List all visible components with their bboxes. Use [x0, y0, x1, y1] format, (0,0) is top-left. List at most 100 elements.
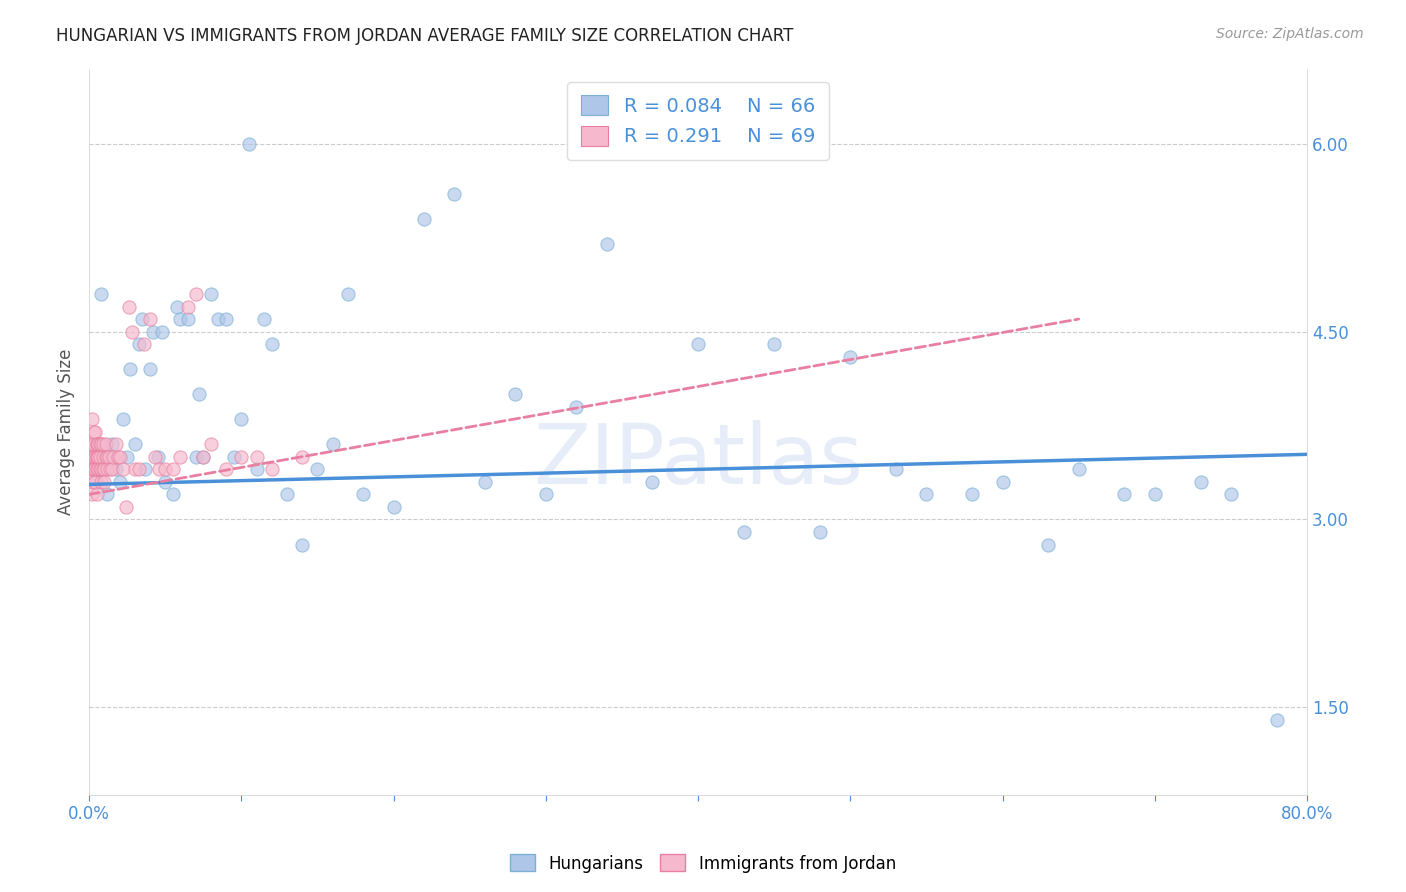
Point [131, 312, 153, 326]
Point [90, 287, 112, 301]
Point [596, 236, 619, 251]
Point [124, 462, 146, 476]
Point [505, 387, 527, 401]
Legend: Hungarians, Immigrants from Jordan: Hungarians, Immigrants from Jordan [503, 847, 903, 880]
Point [1143, 487, 1166, 501]
Point [534, 487, 557, 501]
Point [86, 462, 108, 476]
Legend: R = 0.084    N = 66, R = 0.291    N = 69: R = 0.084 N = 66, R = 0.291 N = 69 [568, 82, 828, 160]
Point [89, 437, 111, 451]
Point [1189, 475, 1212, 489]
Point [1038, 537, 1060, 551]
Point [105, 462, 128, 476]
Point [86, 475, 108, 489]
Point [107, 450, 129, 464]
Text: ZIPatlas: ZIPatlas [533, 420, 863, 501]
Point [215, 462, 238, 476]
Point [97, 450, 120, 464]
Point [291, 450, 314, 464]
Point [915, 487, 938, 501]
Point [90, 437, 112, 451]
Point [105, 437, 128, 451]
Point [260, 462, 283, 476]
Point [307, 462, 329, 476]
Point [132, 337, 155, 351]
Point [83, 425, 105, 439]
Point [84, 425, 107, 439]
Point [184, 287, 207, 301]
Point [139, 362, 162, 376]
Point [84, 450, 107, 464]
Y-axis label: Average Family Size: Average Family Size [58, 349, 75, 515]
Point [118, 300, 141, 314]
Point [134, 462, 156, 476]
Point [96, 487, 118, 501]
Point [184, 450, 207, 464]
Point [83, 462, 105, 476]
Point [96, 462, 118, 476]
Point [94, 437, 117, 451]
Point [87, 437, 110, 451]
Point [215, 312, 238, 326]
Point [96, 450, 118, 464]
Point [169, 450, 191, 464]
Point [79, 462, 101, 476]
Point [291, 537, 314, 551]
Point [142, 325, 165, 339]
Point [146, 450, 169, 464]
Point [839, 350, 862, 364]
Point [231, 412, 253, 426]
Point [148, 462, 170, 476]
Point [114, 500, 136, 514]
Point [91, 462, 114, 476]
Point [245, 462, 267, 476]
Point [111, 412, 134, 426]
Point [177, 312, 200, 326]
Point [193, 450, 215, 464]
Point [222, 450, 245, 464]
Point [153, 462, 176, 476]
Point [87, 450, 110, 464]
Point [143, 450, 166, 464]
Point [991, 475, 1014, 489]
Point [111, 462, 134, 476]
Point [960, 487, 983, 501]
Point [565, 400, 588, 414]
Point [169, 312, 191, 326]
Point [79, 437, 101, 451]
Point [90, 475, 112, 489]
Point [120, 362, 142, 376]
Point [413, 211, 436, 226]
Text: HUNGARIAN VS IMMIGRANTS FROM JORDAN AVERAGE FAMILY SIZE CORRELATION CHART: HUNGARIAN VS IMMIGRANTS FROM JORDAN AVER… [56, 27, 793, 45]
Point [93, 475, 115, 489]
Text: Source: ZipAtlas.com: Source: ZipAtlas.com [1216, 27, 1364, 41]
Point [86, 437, 108, 451]
Point [82, 462, 104, 476]
Point [84, 462, 107, 476]
Point [83, 450, 105, 464]
Point [83, 475, 105, 489]
Point [83, 437, 105, 451]
Point [86, 437, 108, 451]
Point [322, 437, 344, 451]
Point [124, 437, 146, 451]
Point [443, 186, 465, 201]
Point [763, 337, 786, 351]
Point [166, 300, 188, 314]
Point [87, 462, 110, 476]
Point [260, 337, 283, 351]
Point [86, 487, 108, 501]
Point [276, 487, 298, 501]
Point [82, 450, 104, 464]
Point [86, 450, 108, 464]
Point [108, 450, 131, 464]
Point [91, 437, 114, 451]
Point [84, 475, 107, 489]
Point [1114, 487, 1136, 501]
Point [115, 450, 138, 464]
Point [193, 450, 215, 464]
Point [153, 475, 176, 489]
Point [1067, 462, 1090, 476]
Point [128, 462, 150, 476]
Point [108, 475, 131, 489]
